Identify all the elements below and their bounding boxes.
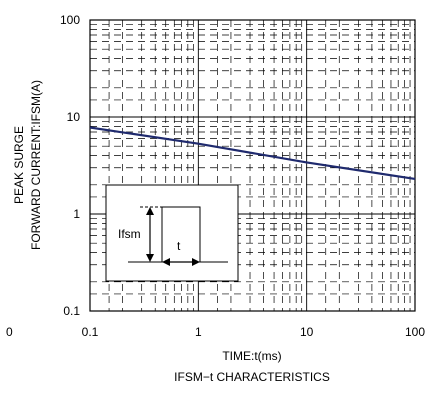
y-axis-title-line1: PEAK SURGE <box>12 126 26 204</box>
y-tick-labels: 0.1 1 10 100 <box>60 13 80 318</box>
x-tick-label: 1 <box>195 325 202 339</box>
t-arrow-head-left <box>162 258 170 266</box>
y-tick-label: 0.1 <box>63 304 80 318</box>
t-label: t <box>177 239 181 253</box>
x-tick-label: 0.1 <box>82 325 99 339</box>
y-tick-label: 100 <box>60 13 80 27</box>
inset-pulse <box>161 206 201 262</box>
t-arrow-head-right <box>192 258 200 266</box>
chart-title: IFSM−t CHARACTERISTICS <box>174 370 330 384</box>
x-tick-label: 100 <box>405 325 425 339</box>
series-line-0 <box>89 126 416 180</box>
y-axis-title-line2: FORWARD CURRENT:IFSM(A) <box>29 80 43 250</box>
ifsm-label: Ifsm <box>118 227 141 241</box>
y-tick-label: 1 <box>73 207 80 221</box>
data-series <box>89 126 416 180</box>
x-tick-label: 10 <box>300 325 314 339</box>
x-axis-title: TIME:t(ms) <box>222 349 281 363</box>
ifsm-label-bg <box>117 225 145 241</box>
ifsm-arrow-head-up <box>146 207 154 215</box>
x-tick-labels: 0.1 1 10 100 <box>82 325 426 339</box>
x-stray-label: 0 <box>6 325 13 339</box>
inset-diagram: Ifsm t <box>105 184 239 282</box>
y-tick-label: 10 <box>67 110 81 124</box>
plot-frame <box>89 19 416 312</box>
ifsm-arrow-head-down <box>146 254 154 262</box>
gridlines <box>90 20 415 311</box>
